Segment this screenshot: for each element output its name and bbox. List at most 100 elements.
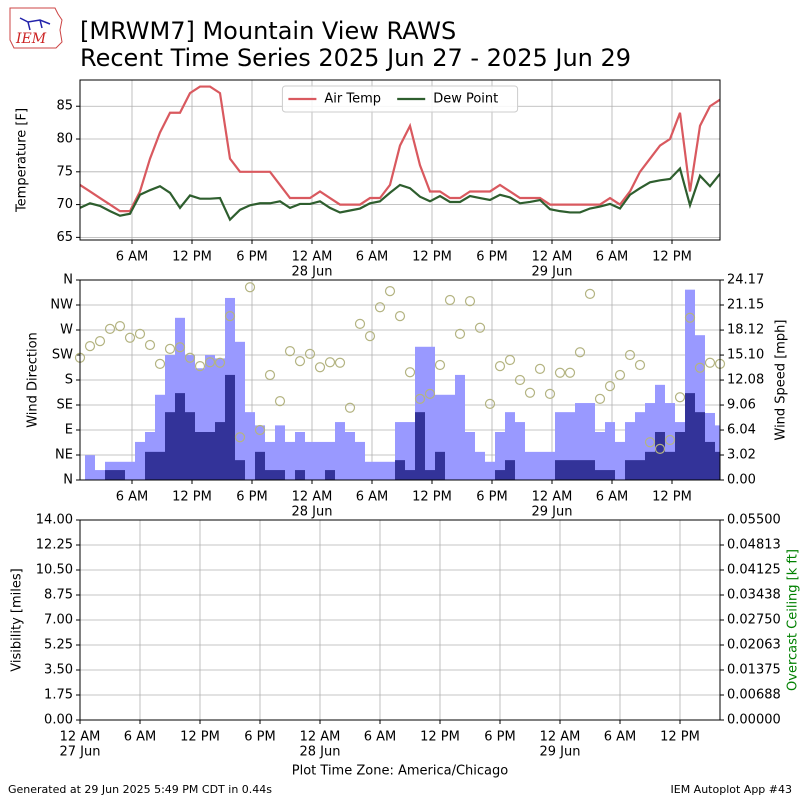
logo: IEM [9,7,63,49]
y2-tick-label: 21.15 [727,297,764,312]
x-tick-label: 6 AM [596,250,629,265]
x-tick-date: 28 Jun [292,505,333,520]
logo-text: IEM [15,31,47,47]
y-tick-label: 7.00 [44,613,73,628]
bar [225,374,235,480]
bar [105,470,115,480]
y2-tick-label: 0.05500 [727,513,781,528]
y2-tick-label: 0.03438 [727,588,781,603]
x-tick-label: 6 AM [604,730,637,745]
x-tick-label: 6 PM [236,250,267,265]
y-axis-label: Visibility [miles] [10,568,25,671]
y-tick-label: 8.75 [44,588,73,603]
x-tick-label: 6 PM [476,490,507,505]
bar [595,432,605,480]
plot-frame [79,279,721,481]
bar [255,451,265,480]
bar [275,470,285,480]
bar [695,335,705,480]
point [594,393,606,404]
bar [145,451,155,480]
bar [665,451,675,480]
bar [615,441,625,480]
bar [375,461,385,480]
y2-tick-label: 9.06 [727,398,756,413]
bar [285,441,295,480]
point [484,398,496,409]
x-tick-label: 12 AM [532,490,573,505]
y2-tick-label: 0.00 [727,473,756,488]
bar [685,393,695,480]
point [334,357,346,368]
bar [235,460,245,480]
point [514,374,526,386]
x-tick-label: 6 AM [356,490,389,505]
bar [295,470,305,480]
point [304,348,316,359]
y2-axis-label: Wind Speed [mph] [774,320,789,441]
bar [555,412,565,480]
point [164,343,176,354]
bar [265,470,275,480]
bar [195,368,205,480]
bar [545,451,555,480]
bar [195,432,205,480]
point [174,342,186,353]
point [564,367,576,378]
title: [MRWM7] Mountain View RAWS [80,17,456,45]
point [534,363,546,374]
x-tick-label: 12 AM [300,730,341,745]
bar [465,432,475,480]
bar [605,470,615,480]
bar [305,441,315,480]
y2-axis-label: Overcast Ceiling [k ft] [786,549,800,691]
bar [505,460,515,480]
bar [345,432,355,480]
x-tick-date: 28 Jun [300,745,341,760]
point [544,388,556,399]
bar [215,358,225,480]
bar [645,451,655,480]
bar [705,441,715,480]
bar [325,470,335,480]
bar [485,461,495,480]
bar [205,432,215,480]
bar [675,432,685,480]
point [314,362,326,373]
bar [325,441,335,480]
x-tick-label: 6 AM [356,250,389,265]
point [144,339,156,351]
y-axis-label: Wind Direction [26,332,41,428]
bar [585,403,595,480]
bar [185,412,195,480]
point [204,357,216,368]
x-tick-label: 6 AM [364,730,397,745]
point [394,311,406,322]
point [234,432,246,443]
bar [605,422,615,480]
bar [425,346,435,480]
legend-label: Air Temp [324,92,381,107]
y2-tick-label: 3.02 [727,448,756,463]
y-tick-label: SW [52,348,73,363]
x-tick-label: 12 AM [532,250,573,265]
point [124,332,136,343]
point [644,437,656,448]
point [114,321,126,332]
y-tick-label: 1.75 [44,688,73,703]
x-tick-label: 12 PM [660,730,700,745]
point [94,336,106,347]
point [444,294,456,306]
bar [495,470,505,480]
x-tick-label: 6 AM [116,490,149,505]
point [134,328,146,339]
y2-tick-label: 24.17 [727,273,764,288]
point [414,393,426,404]
point [464,296,476,307]
y-tick-label: 5.25 [44,638,73,653]
x-tick-label: 12 PM [180,730,220,745]
x-tick-label: 6 PM [236,490,267,505]
y-tick-label: N [63,473,73,488]
bar [415,412,425,480]
